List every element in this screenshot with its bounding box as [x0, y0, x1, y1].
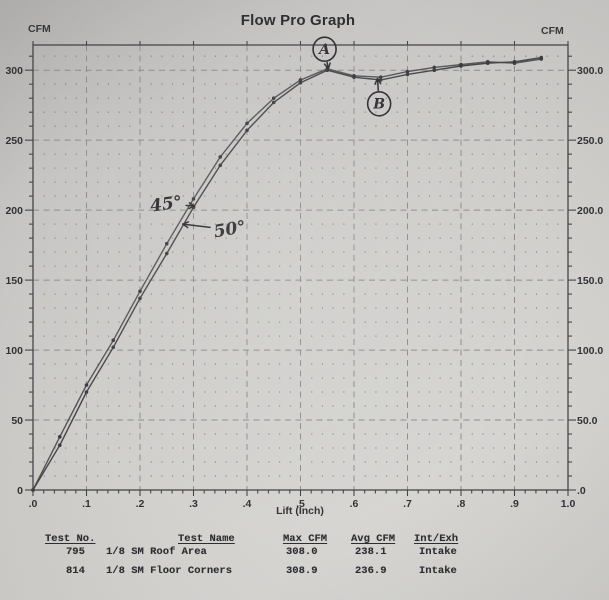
data-point-marker	[138, 296, 142, 301]
annotation-A: A	[312, 36, 337, 70]
chart-title: Flow Pro Graph	[240, 12, 356, 29]
data-point-marker	[432, 68, 437, 72]
data-point-marker	[352, 75, 356, 79]
x-axis-caption: Lift (Inch)	[276, 505, 324, 517]
minor-dot-grid	[43, 55, 559, 477]
svg-text:50: 50	[11, 415, 23, 427]
svg-text:250: 250	[5, 135, 23, 147]
cell-test-name: 1/8 SM Floor Corners	[106, 565, 233, 577]
data-point-marker	[164, 241, 169, 246]
svg-text:.4: .4	[243, 498, 252, 510]
hand-text: 50°	[212, 217, 247, 242]
header-test-no: Test No.	[45, 533, 96, 545]
header-max-cfm: Max CFM	[283, 533, 328, 545]
svg-text:.0: .0	[29, 498, 38, 510]
data-point-marker	[84, 390, 89, 394]
data-point-marker	[218, 163, 223, 168]
annotation-B: B	[366, 77, 392, 117]
svg-text:0: 0	[17, 485, 23, 497]
series-0	[31, 57, 544, 492]
cell-test-no: 795	[66, 546, 85, 558]
data-point-marker	[485, 61, 490, 65]
series-1	[31, 55, 544, 492]
data-point-marker	[405, 72, 410, 77]
svg-text:.5: .5	[296, 498, 305, 510]
annotation-45°: 45°	[149, 192, 196, 217]
hand-text: 45°	[149, 192, 184, 216]
header-avg-cfm: Avg CFM	[351, 533, 396, 545]
axis-ticks	[25, 41, 576, 496]
svg-text:.9: .9	[510, 498, 519, 510]
hand-circle	[366, 90, 392, 117]
data-point-marker	[111, 338, 116, 343]
hand-letter: A	[317, 42, 330, 58]
tick-labels: .0 .1 .2 .3 .4 .5 .6 .7 .8 .9 1.0 0 .0 50 50.0 100 100.0…	[5, 65, 603, 510]
svg-text:250.0: 250.0	[577, 135, 603, 147]
data-point-marker	[298, 80, 303, 85]
series-line	[32, 56, 542, 491]
data-point-marker	[271, 96, 276, 100]
svg-text:300.0: 300.0	[577, 65, 603, 77]
data-point-marker	[245, 121, 249, 126]
hand-letter: B	[372, 96, 385, 112]
cell-int-exh: Intake	[419, 546, 457, 558]
svg-text:200: 200	[5, 205, 23, 217]
cell-int-exh: Intake	[419, 565, 457, 577]
cell-max-cfm: 308.9	[286, 565, 318, 577]
cell-test-no: 814	[66, 565, 85, 577]
svg-text:.8: .8	[457, 498, 466, 510]
data-point-marker	[245, 128, 249, 133]
svg-text:.3: .3	[189, 498, 198, 510]
data-point-marker	[111, 345, 116, 350]
svg-text:150: 150	[5, 275, 23, 287]
svg-text:100.0: 100.0	[577, 345, 603, 357]
annotation-arrow	[376, 77, 380, 92]
major-gridlines	[33, 45, 568, 490]
data-point-marker	[459, 64, 463, 68]
data-point-marker	[378, 78, 383, 82]
cell-avg-cfm: 236.9	[355, 565, 387, 577]
cell-test-name: 1/8 SM Roof Area	[106, 546, 207, 558]
data-point-marker	[378, 75, 383, 79]
data-point-marker	[57, 435, 62, 439]
right-axis-caption: CFM	[541, 25, 564, 37]
left-axis-caption: CFM	[28, 23, 51, 35]
data-point-marker	[512, 59, 517, 64]
svg-text:.1: .1	[82, 498, 91, 510]
cell-max-cfm: 308.0	[286, 546, 318, 558]
svg-text:.2: .2	[136, 498, 145, 510]
svg-text:200.0: 200.0	[577, 205, 603, 217]
svg-text:100: 100	[5, 345, 23, 357]
svg-text:.0: .0	[577, 485, 586, 497]
data-point-marker	[405, 69, 410, 74]
data-point-marker	[57, 443, 62, 448]
data-point-marker	[271, 100, 276, 105]
cell-avg-cfm: 238.1	[355, 546, 387, 558]
header-int-exh: Int/Exh	[414, 533, 459, 545]
svg-text:.6: .6	[350, 498, 359, 510]
svg-text:300: 300	[5, 65, 23, 77]
data-point-marker	[539, 55, 544, 60]
data-point-marker	[84, 383, 89, 387]
annotation-arrow	[182, 223, 211, 229]
data-point-marker	[138, 289, 142, 294]
svg-text:50.0: 50.0	[577, 415, 598, 427]
data-point-marker	[164, 251, 169, 256]
annotation-50°: 50°	[182, 217, 247, 242]
flow-pro-graph-plot: .0 .1 .2 .3 .4 .5 .6 .7 .8 .9 1.0 0 .0 50 50.0 100 100.0…	[5, 36, 603, 510]
data-point-marker	[191, 197, 196, 201]
data-point-marker	[218, 155, 223, 159]
data-point-marker	[432, 65, 437, 70]
svg-text:.7: .7	[403, 498, 412, 510]
header-test-name: Test Name	[178, 533, 235, 545]
hand-circle	[312, 36, 337, 62]
data-point-marker	[31, 488, 35, 492]
series-line	[32, 58, 542, 491]
svg-text:150.0: 150.0	[577, 275, 603, 287]
svg-text:1.0: 1.0	[561, 498, 576, 510]
data-point-marker	[298, 78, 303, 82]
